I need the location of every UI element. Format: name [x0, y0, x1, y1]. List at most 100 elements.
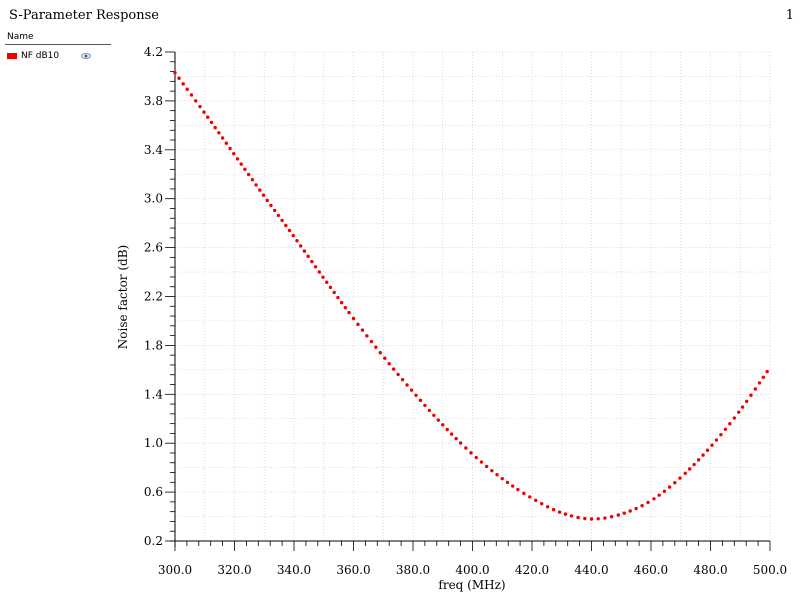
data-point: [313, 265, 318, 269]
x-tick-label: 400.0: [455, 563, 489, 577]
data-point: [646, 500, 650, 505]
data-point: [576, 515, 580, 520]
data-point: [423, 403, 427, 408]
x-tick-label: 500.0: [753, 563, 787, 577]
data-point: [479, 460, 484, 464]
grid: [174, 51, 771, 542]
x-tick-label: 360.0: [336, 563, 370, 577]
data-point: [272, 208, 277, 213]
data-point: [469, 451, 473, 455]
data-point: [396, 372, 400, 377]
data-point: [609, 515, 614, 519]
data-point: [640, 503, 644, 508]
data-point: [714, 438, 719, 442]
data-point: [551, 507, 556, 512]
data-point: [365, 334, 369, 338]
data-point: [732, 416, 736, 420]
data-point: [239, 162, 243, 166]
data-point: [213, 125, 217, 130]
data-point: [351, 316, 356, 321]
data-point: [387, 361, 391, 366]
data-point: [383, 356, 387, 360]
data-point: [409, 388, 414, 392]
data-point: [391, 367, 396, 371]
x-tick-label: 320.0: [217, 563, 251, 577]
x-tick-label: 300.0: [158, 563, 192, 577]
plot-frame: [170, 52, 770, 547]
axes: 300.0 320.0 340.0 360.0 380.0 400.0 420.0 440.0…: [144, 45, 787, 577]
data-point: [295, 239, 299, 243]
data-point: [332, 290, 336, 295]
data-point: [310, 259, 314, 264]
data-point: [427, 408, 432, 413]
data-point: [510, 484, 515, 488]
data-point: [202, 110, 206, 114]
data-point: [405, 383, 409, 387]
data-point: [737, 410, 741, 414]
data-point: [683, 471, 687, 476]
data-point: [194, 99, 198, 103]
data-point: [678, 476, 682, 480]
data-point: [441, 423, 445, 427]
x-tick-label: 380.0: [396, 563, 430, 577]
data-point: [254, 183, 258, 187]
x-tick-label: 480.0: [693, 563, 727, 577]
data-point: [740, 405, 745, 409]
y-tick-label: 1.8: [144, 338, 163, 352]
data-point: [474, 455, 478, 460]
data-point: [516, 487, 520, 492]
y-tick-label: 2.2: [144, 290, 163, 304]
data-point: [298, 244, 303, 248]
data-point: [317, 270, 321, 274]
legend-item-label: NF dB10: [21, 51, 60, 61]
data-point: [325, 280, 329, 284]
data-point: [449, 432, 454, 436]
data-point: [356, 322, 360, 327]
data-point: [339, 300, 344, 305]
data-point: [220, 136, 225, 140]
data-point: [761, 375, 765, 379]
x-tick-label: 460.0: [634, 563, 668, 577]
data-point: [302, 249, 307, 253]
data-point: [616, 513, 620, 517]
data-point: [280, 218, 284, 223]
legend-header: Name: [5, 32, 111, 45]
data-point: [432, 413, 436, 418]
data-point: [360, 328, 365, 332]
data-point: [445, 427, 449, 432]
data-point: [414, 393, 418, 397]
data-point: [528, 495, 532, 499]
data-point: [583, 516, 587, 521]
data-point: [500, 476, 504, 481]
data-point: [454, 436, 458, 441]
data-point: [545, 505, 550, 509]
data-point: [589, 517, 594, 521]
data-point: [705, 448, 710, 452]
data-point: [291, 233, 295, 238]
legend-item-nf-db10[interactable]: NF dB10: [5, 51, 111, 61]
data-point: [749, 393, 753, 397]
data-point: [634, 506, 638, 511]
data-point: [418, 398, 423, 403]
data-point: [596, 517, 600, 521]
x-tick-label: 420.0: [515, 563, 549, 577]
data-point: [336, 295, 340, 300]
y-tick-label: 3.8: [144, 94, 163, 108]
data-point: [400, 378, 405, 382]
data-point: [246, 172, 251, 177]
data-point: [181, 82, 185, 86]
data-point: [723, 427, 728, 431]
data-point: [189, 93, 194, 97]
eye-icon[interactable]: [81, 53, 92, 59]
series-nf-db10: [173, 71, 769, 521]
y-tick-label: 3.0: [144, 192, 163, 206]
data-point: [206, 115, 210, 119]
y-tick-label: 1.0: [144, 436, 163, 450]
page-title: S-Parameter Response: [9, 8, 159, 23]
data-point: [306, 254, 310, 259]
data-point: [765, 369, 769, 374]
y-tick-label: 2.6: [144, 241, 163, 255]
data-point: [369, 339, 374, 344]
data-point: [228, 146, 232, 151]
data-point: [701, 453, 705, 457]
